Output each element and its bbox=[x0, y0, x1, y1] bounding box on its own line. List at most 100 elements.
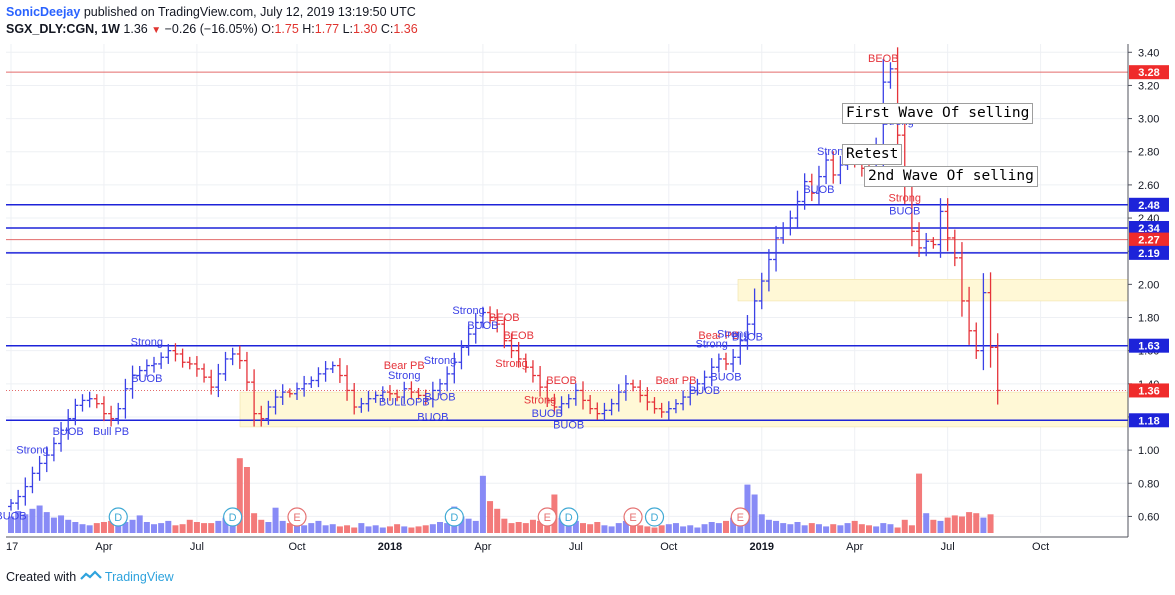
volume-bar bbox=[744, 484, 751, 533]
volume-bar bbox=[930, 519, 937, 533]
volume-bar bbox=[723, 520, 729, 533]
volume-bar bbox=[322, 525, 329, 533]
volume-bar bbox=[472, 520, 479, 533]
created-with-text: Created with bbox=[6, 570, 77, 584]
retest-annotation: Retest bbox=[842, 144, 903, 165]
volume-bar bbox=[108, 520, 115, 533]
x-tick-label: Oct bbox=[660, 541, 677, 553]
price-label: 2.27 bbox=[1138, 235, 1159, 247]
volume-bar bbox=[479, 475, 486, 533]
volume-bar bbox=[422, 525, 429, 533]
event-letter: E bbox=[293, 512, 300, 524]
volume-bar bbox=[201, 523, 208, 533]
y-tick-label: 1.80 bbox=[1138, 313, 1159, 325]
volume-bar bbox=[179, 524, 186, 533]
volume-bar bbox=[787, 524, 794, 533]
volume-bar bbox=[808, 523, 815, 533]
event-letter: D bbox=[450, 512, 458, 524]
volume-bar bbox=[329, 524, 336, 533]
price-zones bbox=[239, 279, 1129, 428]
y-tick-label: 2.60 bbox=[1138, 180, 1159, 192]
volume-bar bbox=[444, 523, 451, 533]
axes: 0.600.801.001.201.401.601.802.002.202.40… bbox=[6, 44, 1169, 553]
signal-label: Strong bbox=[695, 338, 727, 350]
volume-bar bbox=[158, 523, 165, 533]
signal-label: Strong bbox=[717, 328, 749, 340]
volume-bar bbox=[72, 522, 79, 533]
volume-bar bbox=[794, 522, 801, 533]
volume-bar bbox=[122, 522, 129, 533]
volume-bar bbox=[608, 526, 615, 533]
earnings-marker bbox=[537, 507, 557, 527]
signal-label: Strong bbox=[424, 355, 456, 367]
volume-bar bbox=[165, 520, 172, 533]
volume-bar bbox=[515, 522, 522, 533]
volume-bar bbox=[86, 525, 93, 533]
volume-bar bbox=[887, 524, 894, 533]
volume-bar bbox=[50, 517, 57, 533]
x-tick-label: Jul bbox=[569, 541, 583, 553]
volume-bar bbox=[587, 524, 594, 533]
price-label-box bbox=[1129, 220, 1169, 235]
open-label: O: bbox=[261, 22, 275, 36]
signal-label: BUOB bbox=[424, 391, 455, 403]
signal-label: BUOB bbox=[710, 371, 741, 383]
volume-bar bbox=[916, 473, 923, 533]
volume-bar bbox=[394, 524, 401, 533]
y-tick-label: 3.00 bbox=[1138, 114, 1159, 126]
signal-label: BULLOPB bbox=[379, 396, 430, 408]
tradingview-logo-icon bbox=[79, 570, 105, 584]
earnings-marker bbox=[623, 507, 643, 527]
tradingview-link[interactable]: TradingView bbox=[104, 570, 174, 584]
dividend-marker bbox=[108, 507, 128, 527]
price-label: 1.63 bbox=[1138, 341, 1159, 353]
y-tick-label: 0.60 bbox=[1138, 511, 1159, 523]
high-value: 1.77 bbox=[314, 22, 340, 36]
volume-bar bbox=[801, 525, 808, 533]
x-tick-label: 17 bbox=[6, 541, 18, 553]
signal-label: Strong bbox=[817, 146, 849, 158]
volume-bar bbox=[944, 517, 951, 533]
dividend-marker bbox=[559, 507, 579, 527]
price-label-box bbox=[1129, 338, 1169, 353]
signal-label: Bull PB bbox=[93, 426, 129, 438]
price-label-box bbox=[1129, 65, 1169, 80]
volume-bar bbox=[265, 522, 272, 533]
volume-bar bbox=[437, 522, 443, 533]
volume-bar bbox=[858, 524, 865, 533]
x-tick-label: Oct bbox=[288, 541, 305, 553]
author-name[interactable]: SonicDeejay bbox=[6, 5, 81, 19]
volume-bar bbox=[687, 525, 694, 533]
volume-bar bbox=[286, 523, 293, 533]
price-label-box bbox=[1129, 413, 1169, 428]
volume-bar bbox=[537, 520, 544, 533]
price-label-box bbox=[1129, 232, 1169, 247]
volume-bar bbox=[429, 524, 436, 533]
volume-bar bbox=[866, 525, 872, 533]
signal-label: BEOB bbox=[868, 53, 899, 65]
footer: Created with TradingView bbox=[6, 570, 174, 584]
signal-label: BEOB bbox=[503, 330, 534, 342]
volume-bar bbox=[973, 513, 980, 533]
second-wave-annotation: 2nd Wave Of selling bbox=[864, 166, 1038, 187]
signal-label: Strong bbox=[495, 358, 527, 370]
volume-bar bbox=[844, 523, 851, 533]
signal-label: BEOB bbox=[489, 312, 520, 324]
high-label: H: bbox=[302, 22, 315, 36]
volume-bar bbox=[351, 527, 358, 533]
volume-bar bbox=[93, 523, 100, 533]
volume-bar bbox=[522, 523, 529, 533]
symbol-label: SGX_DLY:CGN, 1W bbox=[6, 22, 120, 36]
volume-bar bbox=[923, 513, 930, 533]
price-change: −0.26 (−16.05%) bbox=[164, 22, 258, 36]
volume-bar bbox=[315, 520, 322, 533]
signal-label: Bear PB bbox=[384, 360, 425, 372]
volume-bar bbox=[458, 516, 465, 533]
volume-bar bbox=[901, 519, 908, 533]
y-tick-label: 3.40 bbox=[1138, 47, 1159, 59]
first-wave-annotation: First Wave Of selling bbox=[842, 103, 1034, 124]
volume-bar bbox=[615, 523, 622, 533]
price-label: 3.28 bbox=[1138, 67, 1159, 79]
price-label: 2.19 bbox=[1138, 248, 1159, 260]
